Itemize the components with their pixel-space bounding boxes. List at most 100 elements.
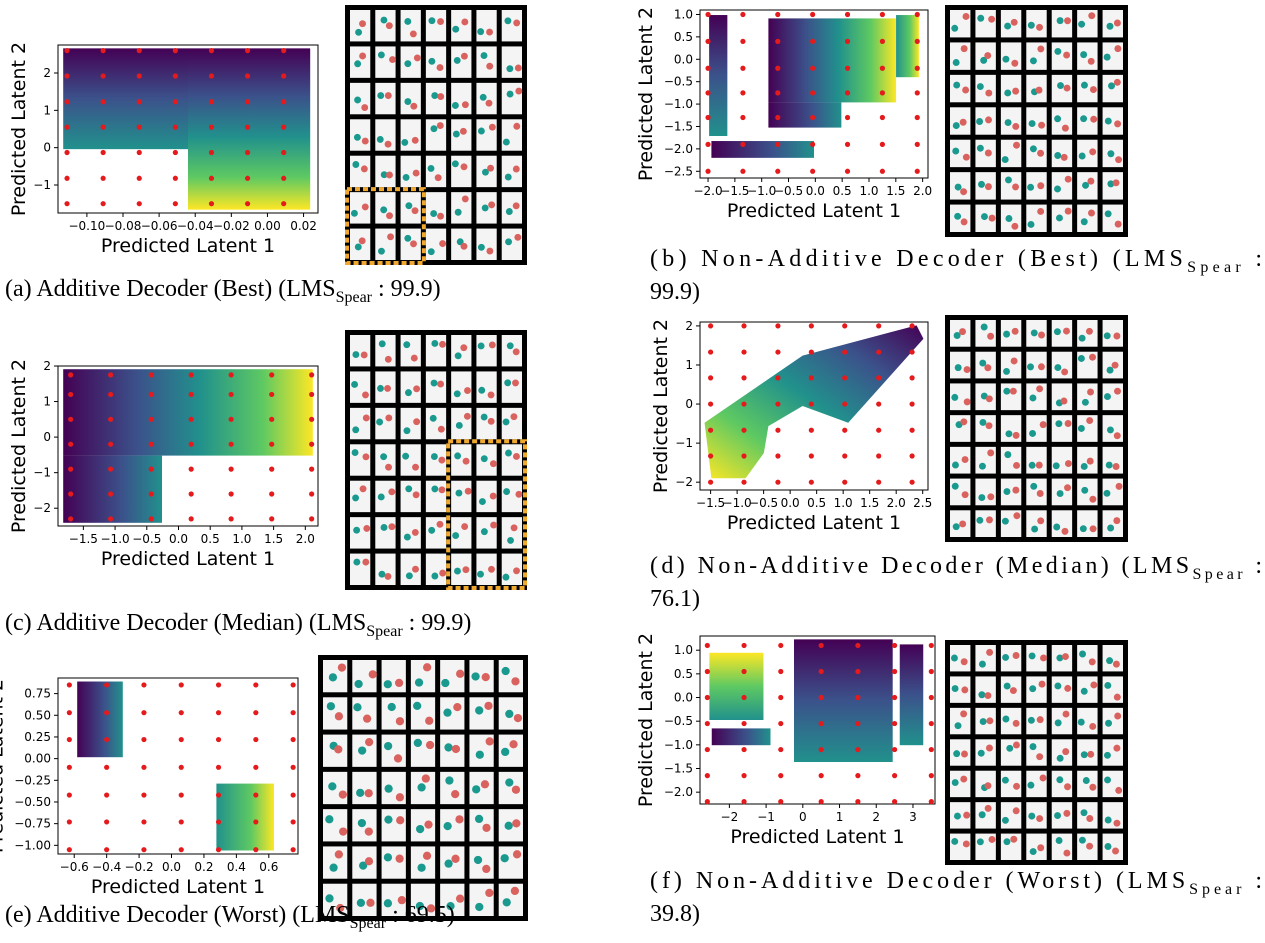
grid-point	[741, 642, 747, 649]
teal-ball	[1080, 115, 1088, 123]
red-ball	[1011, 222, 1019, 230]
red-ball	[962, 840, 970, 848]
teal-ball	[415, 901, 425, 911]
image-cell	[1000, 351, 1022, 379]
image-cell	[975, 320, 996, 347]
red-ball	[1113, 819, 1121, 827]
red-ball	[1012, 431, 1020, 439]
image-cell	[1102, 10, 1123, 38]
grid-point	[100, 73, 106, 79]
teal-ball	[431, 572, 439, 580]
image-cell	[381, 660, 406, 693]
teal-ball	[953, 81, 961, 89]
teal-ball	[504, 821, 513, 830]
grid-point	[844, 168, 851, 174]
red-ball	[1010, 357, 1018, 365]
red-ball	[1064, 684, 1072, 692]
image-cell	[451, 82, 472, 115]
image-cell	[476, 46, 497, 78]
y-tick-label: 1.0	[674, 7, 693, 21]
grid-point	[66, 764, 72, 770]
grid-point	[855, 668, 861, 675]
grid-point	[309, 441, 315, 447]
red-ball	[413, 54, 421, 62]
grid-point	[892, 720, 898, 727]
red-ball	[1038, 680, 1046, 688]
teal-ball	[1027, 21, 1035, 29]
teal-ball	[1079, 525, 1087, 533]
grid-point	[215, 764, 222, 770]
red-ball	[987, 332, 995, 340]
y-tick-label: −1.5	[664, 762, 693, 776]
red-ball	[361, 137, 369, 145]
teal-ball	[430, 210, 438, 218]
grid-point	[775, 168, 781, 174]
image-cell	[451, 335, 472, 367]
red-ball	[464, 487, 472, 495]
red-ball	[1037, 45, 1045, 53]
grid-point	[148, 516, 154, 522]
red-ball	[960, 418, 968, 426]
teal-ball	[951, 482, 959, 490]
image-cell	[501, 192, 522, 224]
grid-point	[64, 73, 70, 79]
grid-point	[892, 746, 898, 753]
teal-ball	[378, 247, 385, 255]
red-ball	[985, 422, 993, 430]
grid-point	[104, 682, 110, 688]
red-ball	[437, 380, 445, 388]
teal-ball	[378, 570, 386, 578]
grid-point	[172, 149, 178, 156]
image-cell	[1051, 707, 1073, 735]
teal-ball	[979, 418, 987, 426]
grid-point	[914, 65, 920, 71]
grid-point	[66, 847, 72, 853]
teal-ball	[456, 238, 464, 246]
grid-point	[844, 65, 851, 71]
image-cell	[400, 517, 421, 549]
caption-part: 99.9)	[650, 279, 700, 305]
teal-ball	[1054, 364, 1062, 372]
image-cell	[498, 883, 523, 916]
image-cell	[1051, 351, 1073, 379]
panel: −0.10 −0.08 −0.06 −0.04 −0.02 0.00 0.02 −1 0 1 2 Pr…	[5, 5, 527, 306]
grid-point	[309, 491, 315, 497]
teal-ball	[1056, 654, 1064, 662]
grid-point	[741, 401, 747, 407]
teal-ball	[325, 894, 334, 903]
image-cell	[1026, 10, 1047, 38]
image-cell	[400, 10, 421, 42]
y-tick-label: 1	[685, 358, 693, 372]
grid-point	[855, 720, 861, 727]
teal-ball	[326, 702, 336, 711]
grid-point	[704, 746, 710, 753]
red-ball	[462, 457, 470, 465]
image-cell	[1102, 645, 1123, 672]
teal-ball	[1004, 89, 1012, 97]
grid-point	[704, 668, 710, 675]
red-ball	[1012, 486, 1020, 494]
red-ball	[1113, 332, 1121, 340]
y-tick-label: 1.0	[674, 643, 693, 657]
y-tick-label: 0.25	[24, 730, 51, 744]
y-tick-label: 1	[43, 395, 51, 409]
grid-point	[818, 720, 824, 727]
grid-point	[269, 491, 275, 497]
red-ball	[1039, 774, 1047, 782]
red-ball	[963, 811, 971, 819]
grid-point	[842, 375, 848, 381]
x-tick-label: −0.02	[213, 219, 250, 233]
teal-ball	[1103, 332, 1111, 340]
grid-point	[708, 375, 714, 381]
image-cell	[425, 407, 447, 440]
grid-point	[148, 466, 154, 472]
red-ball	[961, 456, 969, 464]
grid-point	[188, 441, 194, 447]
teal-ball	[354, 679, 363, 689]
y-tick-label: −0.75	[14, 817, 51, 831]
image-cell	[1102, 107, 1123, 135]
red-ball	[364, 857, 374, 866]
teal-ball	[405, 202, 413, 210]
image-cell	[950, 739, 971, 766]
caption-part: (f) Non-Additive Decoder (Worst) (LMS	[650, 868, 1185, 894]
